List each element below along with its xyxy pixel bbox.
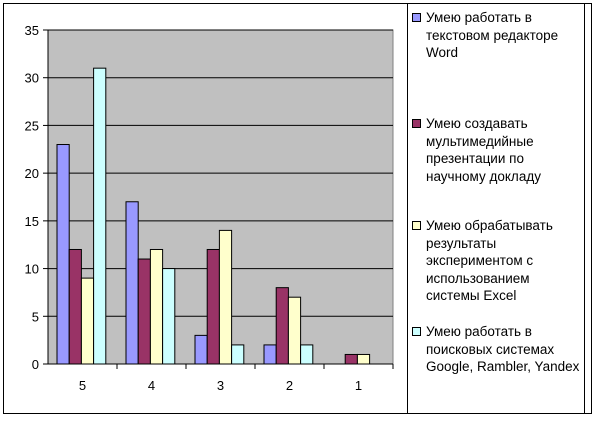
bar-s3-3 xyxy=(218,229,233,365)
y-tick-label: 5 xyxy=(32,309,39,324)
bar-s1-4 xyxy=(125,201,139,365)
bar-s2-1 xyxy=(344,353,358,365)
bar-s3-5 xyxy=(80,277,95,365)
y-tick-label: 30 xyxy=(25,71,39,86)
legend-label-presentations: Умею создавать мультимедийные презентаци… xyxy=(426,116,541,184)
legend-label-excel: Умею обрабатывать результаты эксперимент… xyxy=(426,218,553,303)
bar-s3-4 xyxy=(149,248,164,365)
y-tick-label: 10 xyxy=(25,262,39,277)
x-tick-label: 1 xyxy=(355,378,362,393)
y-tick-label: 15 xyxy=(25,214,39,229)
bar-s4-2 xyxy=(300,344,314,365)
bar-s4-5 xyxy=(93,67,107,365)
legend-swatch-word xyxy=(412,13,421,22)
bar-s1-3 xyxy=(194,334,208,365)
legend-swatch-search xyxy=(412,327,421,336)
bar-s2-4 xyxy=(137,258,151,365)
bar-s1-5 xyxy=(56,144,70,365)
bar-s2-5 xyxy=(68,248,82,365)
bar-s1-2 xyxy=(263,344,277,365)
bar-s2-3 xyxy=(206,248,220,365)
bar-s2-2 xyxy=(275,287,289,365)
bar-s4-4 xyxy=(162,268,176,365)
bar-s4-3 xyxy=(231,344,245,365)
x-tick-label: 5 xyxy=(79,378,86,393)
y-tick-label: 20 xyxy=(25,166,39,181)
legend-label-word: Умею работать в текстовом редакторе Word xyxy=(426,10,559,60)
x-tick-label: 4 xyxy=(148,378,155,393)
x-tick-label: 3 xyxy=(217,378,224,393)
bar-s3-1 xyxy=(356,353,371,365)
legend-label-search: Умею работать в поисковых системах Googl… xyxy=(426,324,580,374)
y-tick-label: 35 xyxy=(25,23,39,38)
y-tick-label: 0 xyxy=(32,357,39,372)
legend: Умею работать в текстовом редакторе Word… xyxy=(407,3,585,414)
bar-s3-2 xyxy=(287,296,302,365)
y-tick-label: 25 xyxy=(25,118,39,133)
legend-swatch-presentations xyxy=(412,119,421,128)
legend-swatch-excel xyxy=(412,221,421,230)
x-tick-label: 2 xyxy=(286,378,293,393)
